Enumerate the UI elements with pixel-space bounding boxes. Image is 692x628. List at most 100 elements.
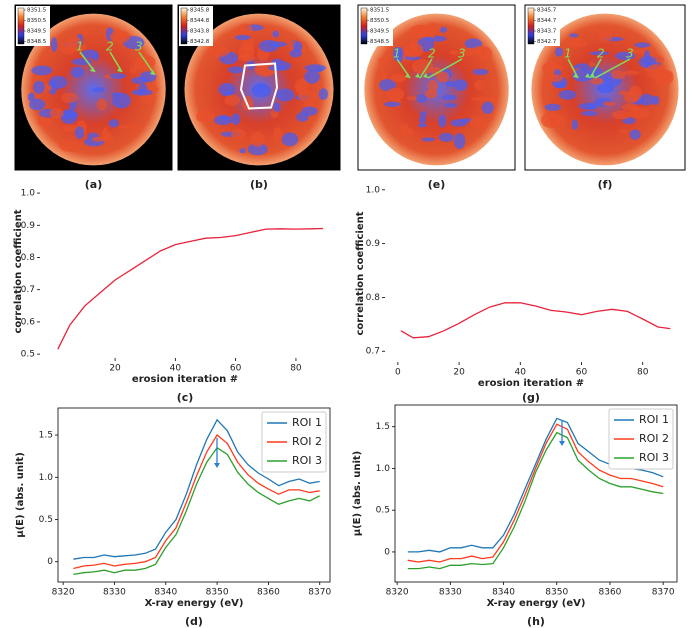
- arrow: [419, 58, 433, 79]
- panel-label: (d): [185, 615, 203, 628]
- panel-label: (f): [598, 178, 613, 191]
- curve: [400, 302, 671, 339]
- map-patch: [239, 148, 246, 154]
- x-tick-label: 8330: [103, 588, 126, 598]
- map-patch: [424, 89, 438, 99]
- colorbar-label: 8351.5: [370, 8, 390, 14]
- map-patch: [567, 38, 588, 48]
- map-patch: [623, 90, 639, 104]
- panel-label: (a): [85, 178, 102, 191]
- x-tick-label: 8360: [257, 588, 280, 598]
- map-patch: [304, 64, 326, 72]
- x-tick-label: 8350: [545, 588, 568, 598]
- colorbar-label: 8349.5: [27, 29, 47, 35]
- map-patch: [403, 42, 424, 58]
- y-tick-label: 0.7: [366, 347, 380, 357]
- panel-label: (e): [428, 178, 446, 191]
- map-patch: [273, 127, 283, 142]
- legend-label: ROI 2: [292, 435, 322, 448]
- x-tick-label: 8360: [599, 588, 622, 598]
- y-tick-label: 1.0: [366, 185, 381, 195]
- map-patch: [489, 96, 498, 103]
- colorbar-label: 8343.7: [537, 29, 557, 35]
- x-tick-label: 40: [515, 368, 527, 378]
- map-patch: [318, 88, 329, 100]
- map-patch: [411, 59, 434, 75]
- map-patch: [427, 22, 438, 38]
- x-tick-label: 8370: [652, 588, 675, 598]
- map-patch: [421, 137, 436, 142]
- map-patch: [445, 81, 456, 88]
- map-patch: [108, 119, 120, 128]
- colorbar-label: 8342.8: [190, 39, 210, 45]
- map-patch: [581, 110, 598, 117]
- map-patch: [251, 83, 272, 98]
- map-patch: [247, 143, 268, 156]
- map-patch: [118, 124, 140, 130]
- map-patch: [258, 39, 279, 53]
- curve: [57, 227, 324, 350]
- map-patch: [646, 64, 665, 78]
- map-patch: [416, 94, 427, 103]
- map-patch: [596, 84, 615, 93]
- map-patch: [590, 77, 604, 85]
- map-patch: [444, 103, 457, 108]
- map-patch: [218, 82, 236, 97]
- x-tick-label: 8340: [492, 588, 515, 598]
- colorbar-label: 8343.8: [190, 29, 210, 35]
- map-patch: [554, 47, 563, 57]
- y-tick-label: 1.0: [39, 473, 54, 483]
- y-axis-label: correlation coefficient: [13, 209, 24, 333]
- map-patch: [298, 90, 318, 103]
- map-patch: [103, 133, 114, 143]
- arrow-head: [90, 67, 95, 72]
- map-patch: [652, 95, 660, 106]
- map-patch: [276, 88, 295, 102]
- map-patch: [96, 98, 108, 111]
- colorbar-label: 8342.7: [537, 39, 557, 45]
- map-patch: [109, 73, 127, 79]
- map-patch: [234, 34, 251, 41]
- arrow-head: [405, 73, 410, 78]
- legend-label: ROI 1: [639, 413, 669, 426]
- arrow-head: [573, 73, 578, 78]
- y-tick-label: 0.9: [366, 239, 381, 249]
- spectrum: [73, 446, 320, 576]
- map-patch: [384, 101, 401, 107]
- map-patch: [377, 57, 389, 63]
- plot-frame: [394, 404, 678, 583]
- map-patch: [634, 42, 651, 48]
- arrow-label: 2: [597, 47, 605, 61]
- map-patch: [589, 62, 596, 67]
- x-axis-label: X-ray energy (eV): [487, 598, 586, 609]
- map-patch: [385, 87, 405, 101]
- map-patch: [29, 98, 46, 111]
- panel-label: (b): [250, 178, 268, 191]
- map-patch: [398, 124, 409, 132]
- map-patch: [37, 118, 53, 127]
- spectrum: [73, 434, 320, 570]
- arrow-head: [590, 73, 595, 78]
- map-patch: [70, 66, 85, 78]
- x-tick-label: 8330: [439, 588, 462, 598]
- map-patch: [270, 110, 279, 119]
- y-tick-label: 0.7: [21, 285, 35, 295]
- x-tick-label: 60: [230, 364, 242, 374]
- arrow-label: 2: [106, 40, 114, 54]
- map-patch: [472, 68, 489, 76]
- colorbar-label: 8350.5: [27, 18, 47, 24]
- map-patch: [472, 46, 485, 55]
- map-patch: [439, 26, 448, 33]
- map-patch: [442, 94, 457, 101]
- map-patch: [131, 89, 153, 96]
- arrow-label: 1: [76, 40, 84, 54]
- map-patch: [629, 129, 641, 140]
- x-tick-label: 8370: [308, 588, 331, 598]
- x-tick-label: 8320: [386, 588, 409, 598]
- map-patch: [417, 123, 427, 128]
- map-patch: [603, 101, 616, 107]
- x-tick-label: 40: [170, 364, 182, 374]
- peak-arrow-head: [214, 463, 220, 468]
- y-tick-label: 0.5: [39, 515, 53, 525]
- colorbar-label: 8349.5: [370, 29, 390, 35]
